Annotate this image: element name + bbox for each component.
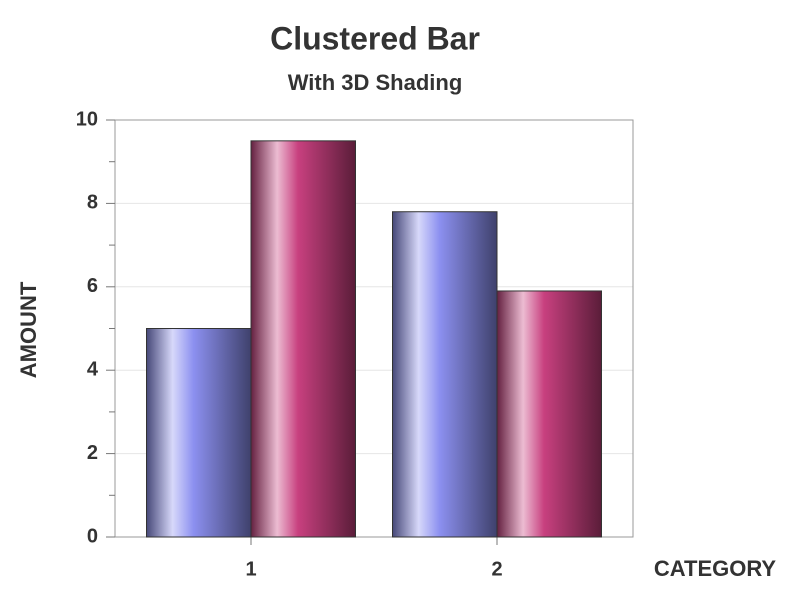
y-tick-label: 6	[87, 275, 98, 297]
bar	[496, 290, 602, 538]
y-tick-label: 0	[87, 525, 98, 547]
bar	[146, 328, 252, 538]
y-tick-label: 8	[87, 192, 98, 214]
y-axis-title: AMOUNT	[16, 281, 41, 378]
y-tick-label: 2	[87, 442, 98, 464]
chart-subtitle: With 3D Shading	[288, 70, 463, 95]
x-axis-title: CATEGORY	[654, 556, 777, 581]
y-tick-label: 10	[76, 108, 98, 130]
bar	[250, 140, 356, 538]
x-tick-label: 1	[245, 558, 256, 580]
y-tick-label: 4	[87, 358, 99, 380]
x-tick-label: 2	[491, 558, 502, 580]
bar	[392, 211, 498, 538]
chart-title: Clustered Bar	[270, 20, 480, 56]
